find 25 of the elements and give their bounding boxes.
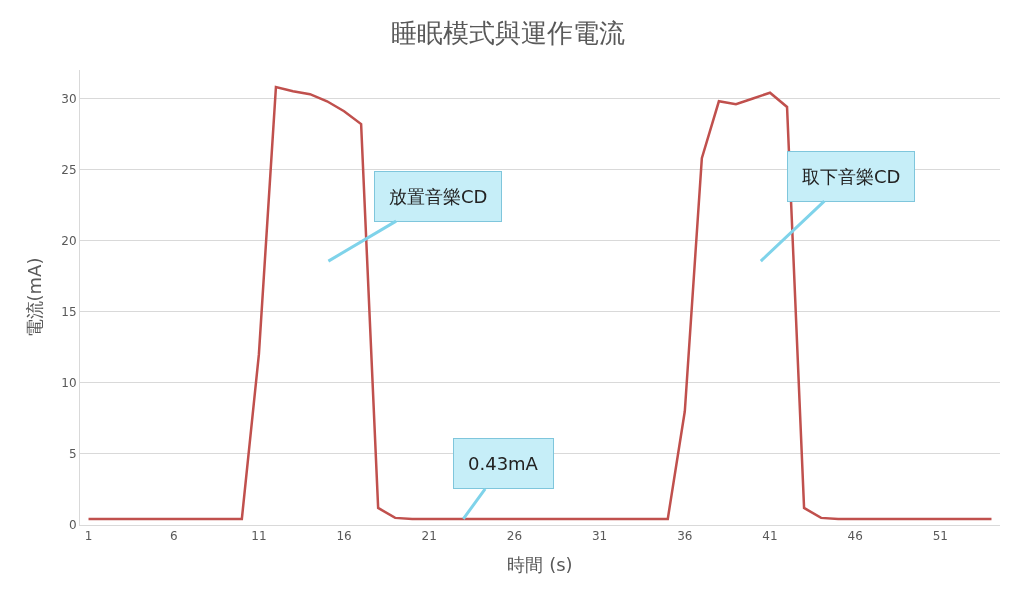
x-axis-title: 時間 (s) [507, 553, 573, 575]
x-tick-label: 21 [421, 529, 437, 544]
x-tick-label: 31 [591, 529, 608, 544]
y-tick-label: 0 [68, 518, 77, 533]
y-tick-label: 15 [61, 304, 77, 319]
annotation: 0.43mA [468, 453, 539, 474]
annotation: 放置音樂CD [389, 186, 488, 207]
y-tick-label: 5 [68, 447, 77, 462]
chart-title: 睡眠模式與運作電流 [390, 18, 625, 48]
x-tick-label: 36 [677, 529, 693, 544]
x-tick-label: 1 [84, 529, 93, 544]
y-tick-label: 20 [61, 233, 77, 248]
y-tick-label: 25 [61, 162, 77, 177]
x-tick-label: 51 [932, 529, 949, 544]
x-tick-label: 46 [847, 529, 863, 544]
x-tick-label: 16 [336, 529, 352, 544]
y-tick-label: 10 [61, 376, 77, 391]
x-tick-label: 41 [762, 529, 778, 544]
y-axis-title: 電流(mA) [23, 257, 45, 338]
line-series [87, 85, 993, 521]
x-tick-label: 6 [169, 529, 178, 544]
y-tick-label: 30 [61, 91, 77, 106]
annotation: 取下音樂CD [802, 166, 901, 187]
x-tick-label: 11 [251, 529, 267, 544]
x-tick-label: 26 [506, 529, 523, 544]
